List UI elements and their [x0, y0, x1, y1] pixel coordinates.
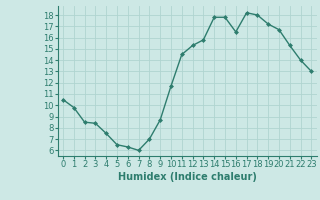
X-axis label: Humidex (Indice chaleur): Humidex (Indice chaleur): [118, 172, 257, 182]
